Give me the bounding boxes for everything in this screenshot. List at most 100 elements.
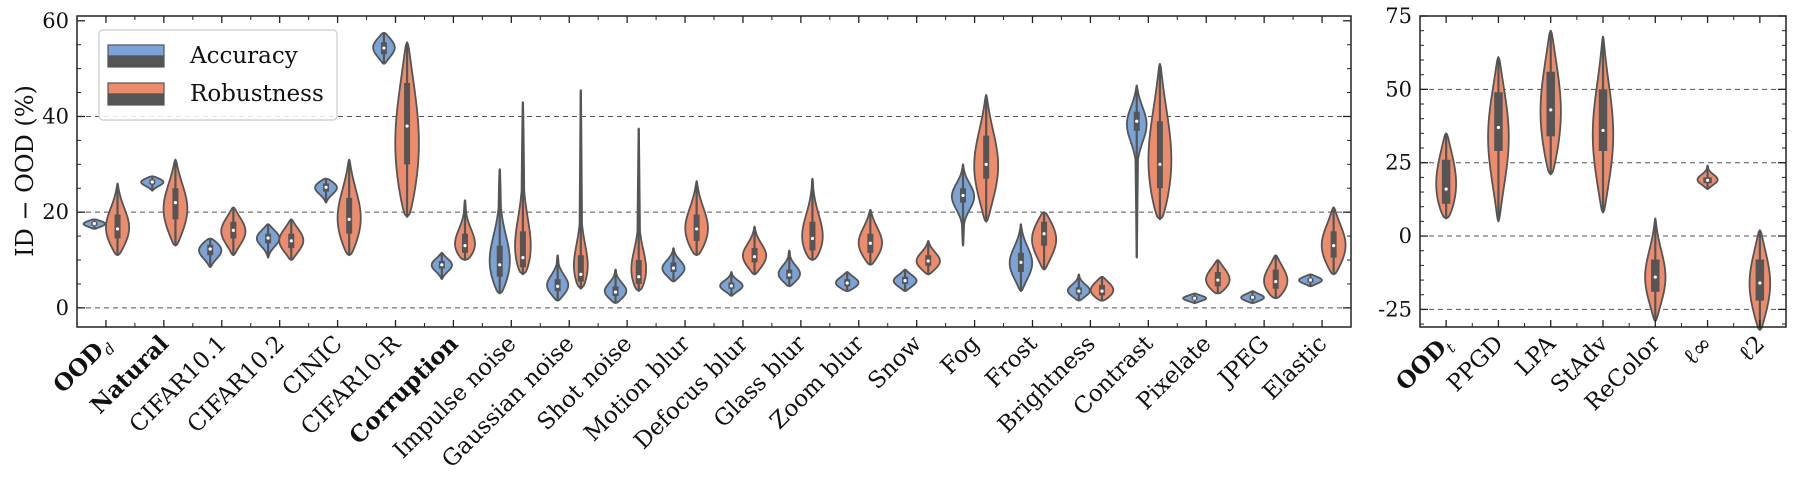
violin-accuracy-median [845,281,849,285]
violin-robustness-median [695,227,699,231]
x-tick-label: PPGD [1442,331,1508,397]
violin-robustness-median [1496,125,1501,130]
violin-accuracy [1298,273,1323,288]
left-violins [82,31,1347,304]
violin-robustness-median [1758,281,1762,285]
violin-robustness [220,206,247,257]
violin-robustness-iqr-box [809,221,816,251]
violin-accuracy-median [150,180,154,184]
violin-robustness-median [637,275,641,279]
violin-robustness-median [289,239,293,243]
y-tick-label: 40 [42,104,69,128]
y-tick-label: 60 [42,9,69,33]
violin-accuracy [1125,84,1148,259]
right-ticks [1419,15,1787,327]
violin-accuracy [1240,290,1265,304]
legend-swatch-accuracy-bottom [107,55,165,68]
violin-accuracy [1008,223,1034,293]
left-ticks [76,16,1352,327]
violin-accuracy [1182,292,1208,304]
violin-robustness-iqr-box [635,260,642,284]
violin-robustness-median [405,124,409,128]
violin-accuracy-median [729,284,733,288]
violin-robustness-iqr-box [461,233,468,253]
violin-robustness-iqr-box [1598,89,1608,151]
violin-robustness-median [173,201,178,205]
violin-accuracy-median [92,222,96,226]
violin-accuracy [950,163,976,247]
violin-robustness [684,180,709,257]
violin-accuracy [834,271,860,293]
violin-accuracy [314,177,338,204]
violin-robustness-iqr-box [404,82,411,165]
legend-label-robustness: Robustness [190,81,324,107]
left-x-tick-labels: OODdNaturalCIFAR10.1CIFAR10.2CINICCIFAR1… [48,330,1332,473]
violin-robustness [1031,211,1058,271]
violin-robustness-iqr-box [346,197,353,234]
violin-accuracy-median [613,290,618,294]
violin-robustness-iqr-box [1546,71,1555,137]
violin-robustness [162,158,189,247]
right-violins [1435,29,1772,331]
left-y-axis-label: ID − OOD (%) [11,85,39,257]
violin-accuracy-median [1193,296,1197,300]
violin-robustness-iqr-box [1441,159,1451,204]
violin-robustness-iqr-box [1494,92,1503,151]
violin-robustness [1320,206,1347,276]
violin-robustness-median [1158,162,1162,166]
violin-accuracy [603,268,628,304]
violin-accuracy [82,218,107,230]
x-tick-label: Elastic [1258,331,1332,405]
y-tick-label: 20 [42,200,69,224]
violin-accuracy-median [903,278,907,283]
violin-accuracy [198,237,223,269]
violin-robustness-median [231,228,235,232]
violin-accuracy [777,249,801,288]
violin-accuracy-median [382,46,386,50]
x-tick-label: OODt [1391,329,1460,398]
violin-robustness-iqr-box [577,255,584,282]
violin-accuracy-median [1308,278,1313,282]
legend-label-accuracy: Accuracy [189,43,298,69]
left-y-tick-labels: 0 20 40 60 [42,9,69,320]
violin-accuracy-median [961,193,965,198]
violin-robustness [1089,275,1115,302]
violin-robustness-median [984,162,988,166]
violin-robustness-median [1274,279,1278,284]
x-tick-label: Snow [863,331,927,395]
legend-swatch-robustness-bottom [107,93,165,106]
violin-robustness-iqr-box [519,231,526,268]
violin-robustness-median [868,241,872,245]
violin-accuracy [1066,273,1091,302]
violin-accuracy-iqr-box [496,245,503,277]
violin-robustness-median [1444,187,1448,191]
violin-robustness [1147,62,1173,221]
violin-robustness [1696,164,1719,191]
violin-accuracy [546,254,570,302]
violin-robustness-iqr-box [1156,121,1163,189]
violin-robustness [514,101,532,276]
violin-robustness [915,239,941,276]
violin-robustness-median [810,236,815,241]
violin-robustness [278,218,305,261]
violin-robustness [1263,254,1289,300]
violin-accuracy [372,31,396,65]
violin-robustness [630,127,647,293]
legend: Accuracy Robustness [98,29,338,121]
right-y-tick-labels: -25 0 25 50 75 [1378,4,1412,321]
legend-swatch-robustness-top [107,82,165,95]
violin-robustness-median [579,272,583,276]
violin-robustness [857,208,883,266]
violin-accuracy-median [324,185,328,189]
violin-robustness-median [1216,278,1220,282]
violin-robustness [1487,56,1510,223]
violin-accuracy-median [1019,260,1023,265]
x-tick-label: ℓ2 [1734,331,1771,368]
violin-accuracy [140,175,165,192]
y-tick-label: 0 [56,296,69,320]
violin-robustness-median [1705,178,1710,182]
violin-accuracy [488,168,511,295]
violin-accuracy [719,271,744,297]
violin-accuracy [255,223,281,259]
